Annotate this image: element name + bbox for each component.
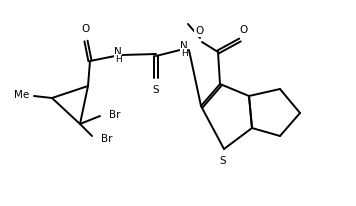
Text: S: S xyxy=(153,85,159,95)
Text: Br: Br xyxy=(101,134,112,144)
Text: N: N xyxy=(114,47,122,57)
Text: Me: Me xyxy=(14,90,29,100)
Text: O: O xyxy=(195,26,203,36)
Text: O: O xyxy=(81,24,89,34)
Text: H: H xyxy=(115,55,121,63)
Text: N: N xyxy=(180,41,188,51)
Text: Br: Br xyxy=(109,110,120,120)
Text: O: O xyxy=(239,25,247,35)
Text: H: H xyxy=(180,48,187,57)
Text: S: S xyxy=(220,156,226,166)
